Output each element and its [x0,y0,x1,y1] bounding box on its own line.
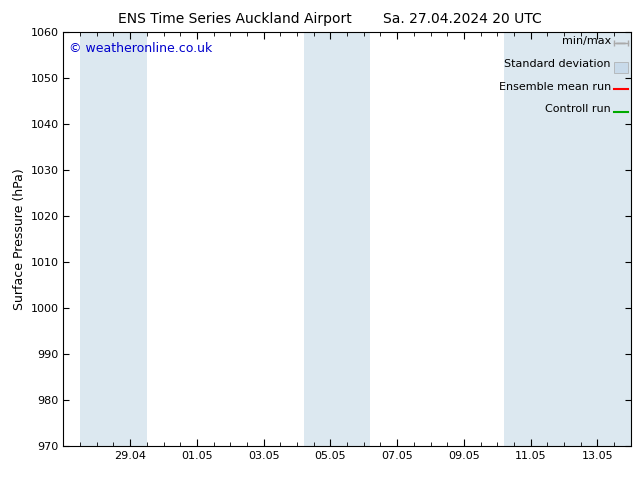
Text: Standard deviation: Standard deviation [505,59,611,69]
Text: © weatheronline.co.uk: © weatheronline.co.uk [69,42,212,55]
Bar [80,32,147,446]
FancyBboxPatch shape [614,62,628,73]
Text: Controll run: Controll run [545,104,611,114]
Bar [504,32,631,446]
Text: min/max: min/max [562,36,611,46]
Y-axis label: Surface Pressure (hPa): Surface Pressure (hPa) [13,168,26,310]
Text: ENS Time Series Auckland Airport: ENS Time Series Auckland Airport [118,12,351,26]
Text: Ensemble mean run: Ensemble mean run [499,81,611,92]
Text: Sa. 27.04.2024 20 UTC: Sa. 27.04.2024 20 UTC [384,12,542,26]
Bar [304,32,370,446]
